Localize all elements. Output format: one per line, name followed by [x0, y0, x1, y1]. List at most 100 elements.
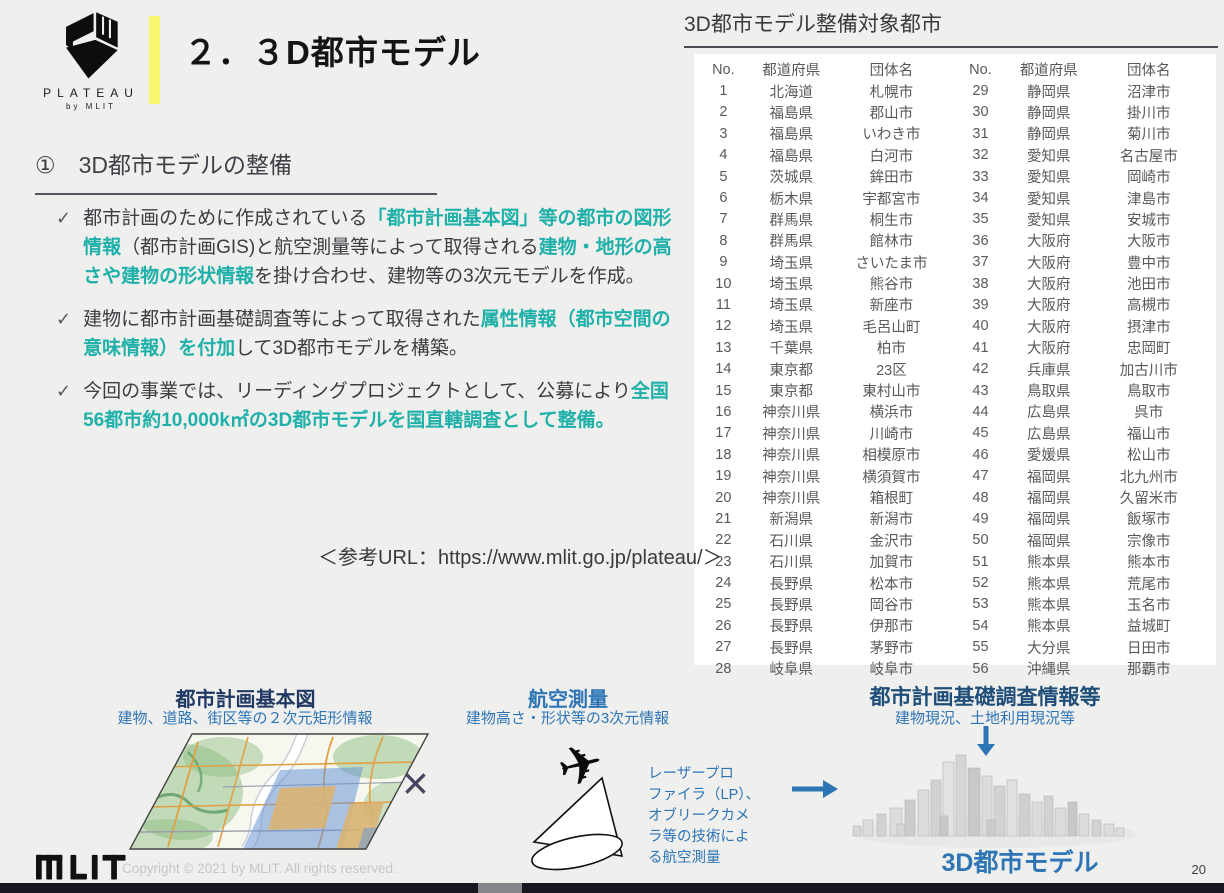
- city-no: 33: [972, 168, 989, 185]
- prefecture: 埼玉県: [769, 298, 814, 315]
- municipality: 宇都宮市: [862, 191, 921, 208]
- table-row: 32 愛知県 名古屋市: [959, 145, 1202, 166]
- municipality: 忠岡町: [1127, 341, 1171, 358]
- city-table-right: No. 都道府県 団体名 29 静岡県 沼津市 30 静岡県 掛川市 31 静岡県 菊川市 32 愛知県名…: [959, 59, 1202, 679]
- prefecture: 埼玉県: [769, 277, 814, 294]
- reference-url[interactable]: ＜参考URL：https://www.mlit.go.jp/plateau/＞: [318, 547, 723, 569]
- municipality: 津島市: [1127, 191, 1171, 208]
- city-no: 48: [972, 489, 989, 506]
- table-row: 19 神奈川県 横須賀市: [702, 465, 945, 486]
- prefecture: 神奈川県: [762, 469, 821, 486]
- city-no: 29: [972, 83, 989, 100]
- municipality: 箱根町: [869, 491, 914, 507]
- column-header: 団体名: [1127, 63, 1171, 80]
- table-row: 1 北海道 札幌市: [702, 80, 945, 101]
- prefecture: 埼玉県: [769, 319, 814, 336]
- municipality: 飯塚市: [1127, 512, 1171, 529]
- municipality: いわき市: [862, 127, 921, 144]
- column-header: 都道府県: [762, 63, 821, 80]
- prefecture: 大阪府: [1026, 341, 1071, 358]
- table-row: 25 長野県 岡谷市: [702, 594, 945, 615]
- city-no: 2: [719, 104, 728, 121]
- city-no: 8: [719, 232, 728, 249]
- table-row: 21 新潟県 新潟市: [702, 508, 945, 529]
- lp-survey-note: レーザープロ ファイラ（LP）、 オブリークカメ ラ等の技術によ る航空測量: [648, 766, 760, 866]
- municipality: 松山市: [1127, 448, 1171, 465]
- municipality: 久留米市: [1119, 491, 1178, 507]
- table-row: 48 福岡県 久留米市: [959, 487, 1202, 508]
- table-row: 3 福島県 いわき市: [702, 123, 945, 144]
- municipality: 菊川市: [1127, 127, 1171, 144]
- prefecture: 大分県: [1026, 640, 1071, 657]
- table-row: 9 埼玉県 さいたま市: [702, 252, 945, 273]
- city-no: 43: [972, 382, 989, 399]
- table-row: 7 群馬県 桐生市: [702, 209, 945, 230]
- city-no: 40: [972, 318, 989, 335]
- page-number: 20: [1191, 862, 1206, 877]
- table-row: 8 群馬県 館林市: [702, 230, 945, 251]
- city-no: 36: [972, 232, 989, 249]
- table-row: 55 大分県 日田市: [959, 637, 1202, 658]
- municipality: 金沢市: [869, 533, 914, 550]
- bullet-text: 都市計画のために作成されている「都市計画基本図」等の都市の図形情報（都市計画GI…: [83, 208, 672, 287]
- prefecture: 長野県: [769, 576, 814, 593]
- municipality: 北九州市: [1119, 469, 1178, 486]
- city-no: 55: [972, 639, 989, 656]
- bottom-bar-gap: [478, 883, 522, 893]
- bullet-text: 建物に都市計画基礎調査等によって取得された属性情報（都市空間の意味情報）を付加し…: [83, 309, 671, 359]
- copyright-text: Copyright © 2021 by MLIT. All rights res…: [122, 861, 397, 876]
- prefecture: 熊本県: [1026, 619, 1071, 636]
- municipality: さいたま市: [855, 255, 928, 272]
- municipality: 23区: [876, 362, 907, 379]
- prefecture: 愛知県: [1026, 170, 1071, 187]
- table-row: 13 千葉県 柏市: [702, 337, 945, 358]
- check-icon: ✓: [56, 381, 72, 401]
- municipality: 柏市: [876, 341, 906, 358]
- table-row: 23 石川県 加賀市: [702, 551, 945, 572]
- prefecture: 栃木県: [769, 191, 814, 208]
- slide-title: ２．３D都市モデル: [184, 34, 481, 71]
- prefecture: 福岡県: [1026, 512, 1071, 529]
- table-row: 6 栃木県 宇都宮市: [702, 187, 945, 208]
- prefecture: 大阪府: [1026, 234, 1071, 251]
- prefecture: 大阪府: [1026, 298, 1071, 315]
- table-panel-title: 3D都市モデル整備対象都市: [684, 8, 1218, 48]
- prefecture: 群馬県: [769, 234, 814, 251]
- table-row: 53 熊本県 玉名市: [959, 594, 1202, 615]
- table-row: 40 大阪府 摂津市: [959, 316, 1202, 337]
- arrow-right-icon: [792, 780, 838, 798]
- prefecture: 大阪府: [1026, 277, 1071, 294]
- city-no: 53: [972, 596, 989, 613]
- prefecture: 神奈川県: [762, 448, 821, 465]
- city-no: 24: [715, 575, 732, 592]
- bullet-item: ✓ 今回の事業では、リーディングプロジェクトとして、公募により全国56都市約10,…: [56, 377, 674, 435]
- city-table-panel: No. 都道府県 団体名 1 北海道 札幌市 2 福島県 郡山市 3 福島県 いわき市 4 福島県 白河市 5…: [694, 54, 1216, 678]
- prefecture: 東京都: [769, 384, 814, 401]
- table-row: 46 愛媛県 松山市: [959, 444, 1202, 465]
- city-no: 6: [719, 190, 728, 207]
- municipality: 大阪市: [1127, 234, 1171, 251]
- prefecture: 愛知県: [1026, 191, 1071, 208]
- city-no: 30: [972, 104, 989, 121]
- table-row: 14 東京都 23区: [702, 358, 945, 379]
- table-row: 20 神奈川県 箱根町: [702, 487, 945, 508]
- diagram-col2-title: 航空測量: [528, 689, 608, 711]
- prefecture: 広島県: [1026, 405, 1071, 422]
- city-no: 47: [972, 468, 989, 485]
- prefecture: 埼玉県: [769, 255, 814, 272]
- municipality: 新座市: [869, 298, 914, 315]
- prefecture: 福岡県: [1026, 533, 1071, 550]
- municipality: 玉名市: [1127, 597, 1171, 614]
- prefecture: 新潟県: [769, 512, 814, 529]
- table-row: 33 愛知県 岡崎市: [959, 166, 1202, 187]
- municipality: 岡崎市: [1127, 170, 1171, 187]
- city-no: 49: [972, 510, 989, 527]
- city-no: 4: [719, 147, 728, 164]
- city-no: 35: [972, 211, 989, 228]
- municipality: 毛呂山町: [862, 319, 921, 336]
- table-row: 12 埼玉県 毛呂山町: [702, 316, 945, 337]
- column-header: No.: [712, 61, 735, 78]
- diagram-col3-subtitle: 建物現況、土地利用現況等: [894, 710, 1075, 727]
- table-row: 43 鳥取県 鳥取市: [959, 380, 1202, 401]
- prefecture: 長野県: [769, 619, 814, 636]
